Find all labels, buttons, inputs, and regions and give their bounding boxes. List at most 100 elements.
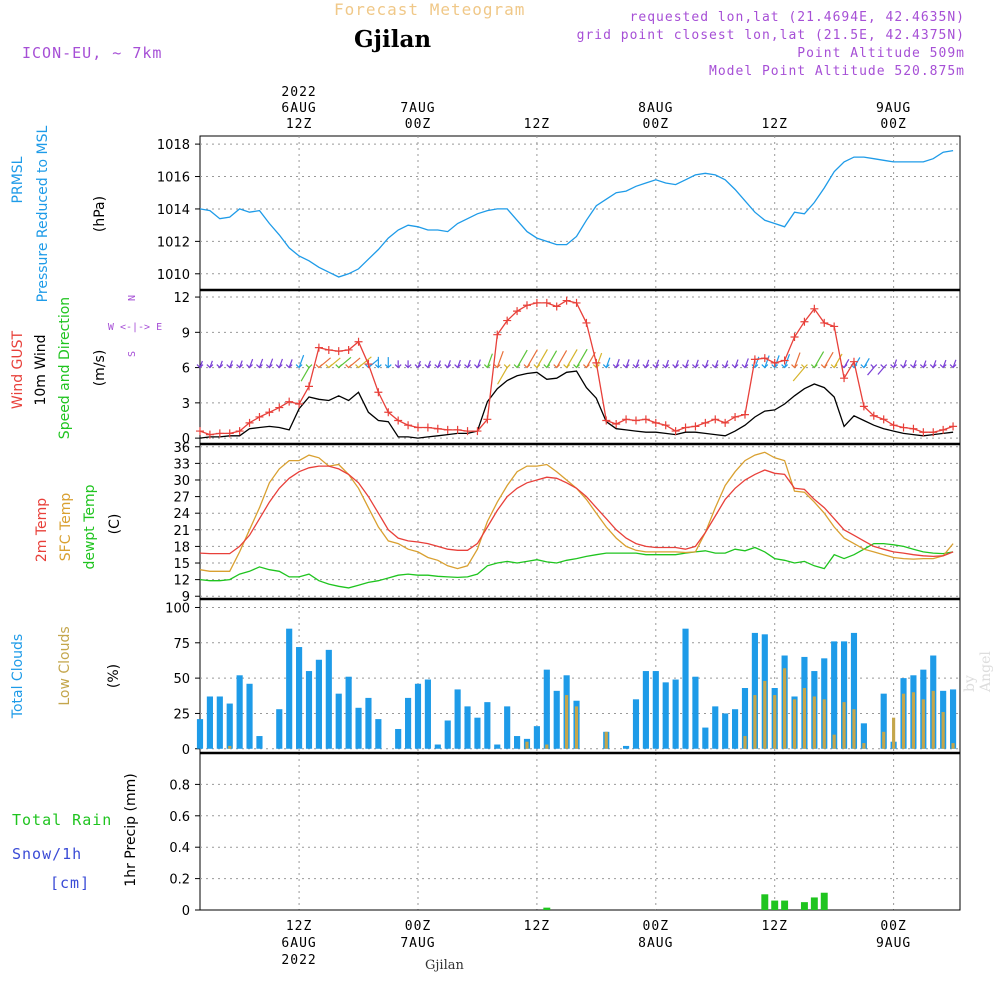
wind-arrow-head (781, 364, 789, 369)
wind-arrow-head (404, 364, 412, 369)
total-cloud-bar (216, 696, 223, 749)
total-cloud-bar (305, 671, 313, 749)
time-label-bottom: 9AUG (876, 936, 911, 951)
gust-marker (711, 415, 720, 424)
wind-barb (496, 350, 504, 368)
total-cloud-bar (444, 720, 451, 749)
wind-arrow-head (731, 364, 739, 369)
wind-arrow-head (900, 364, 907, 369)
wind-arrow-head (741, 364, 749, 369)
time-label-bottom: 12Z (286, 919, 312, 934)
compass-we: W <-|-> E (108, 322, 162, 333)
total-cloud-bar (474, 717, 481, 749)
wind-arrow-head (910, 364, 917, 369)
rain-bar (543, 907, 551, 910)
wind-arrow-head (483, 364, 491, 369)
wind-barb (556, 350, 568, 368)
gust-marker (324, 345, 333, 354)
total-cloud-bar (375, 719, 382, 749)
wind-arrow-head (295, 364, 303, 369)
gust-marker (602, 416, 611, 425)
gust-marker (869, 411, 878, 420)
low-cloud-bar (753, 695, 757, 749)
wind-arrow-head (801, 364, 808, 369)
ytick-label: 30 (173, 474, 190, 489)
wind-arrow-head (612, 364, 620, 369)
gust-marker (205, 430, 214, 439)
low-cloud-bar (574, 706, 579, 749)
total-cloud-bar (623, 745, 630, 749)
gust-marker (314, 343, 323, 352)
ytick-label: 15 (173, 557, 190, 572)
low-cloud-bar (901, 693, 906, 749)
gust-marker (889, 421, 898, 430)
wind-arrow-head (949, 364, 957, 369)
ylabel-total-rain: Total Rain (12, 811, 112, 829)
wind-arrow-head (474, 364, 481, 369)
gust-marker (295, 400, 304, 409)
total-cloud-bar (860, 723, 867, 749)
gust-marker (275, 403, 284, 412)
wind-arrow-head (523, 364, 531, 369)
wind-arrow-head (335, 364, 343, 369)
footer-location: Gjilan (425, 958, 464, 973)
total-cloud-bar (256, 736, 263, 749)
wind-barb (576, 348, 588, 368)
gust-marker (899, 423, 908, 432)
gust-marker (691, 422, 700, 431)
total-cloud-bar (286, 628, 293, 749)
compass-n: N (127, 295, 138, 301)
wind-arrow-head (206, 364, 214, 369)
wind-barb (605, 357, 611, 368)
gust-marker (503, 316, 512, 325)
wind-arrow-head (345, 364, 353, 369)
ytick-label: 21 (173, 524, 190, 539)
ytick-label: 3 (182, 397, 190, 412)
low-cloud-bar (832, 734, 836, 749)
ytick-label: 9 (182, 326, 190, 341)
wind-barb (793, 352, 801, 368)
gust-marker (939, 425, 948, 434)
time-label-bottom: 7AUG (400, 936, 435, 951)
gust-marker (552, 302, 561, 311)
total-cloud-bar (642, 671, 649, 749)
gust-marker (423, 423, 432, 432)
total-cloud-bar (850, 632, 858, 749)
wind-arrow-head (513, 364, 521, 369)
rain-bar (781, 900, 789, 910)
gust-marker (592, 358, 601, 367)
wind-arrow-head (810, 364, 818, 369)
rain-bar (800, 902, 808, 910)
wind-arrow-head (256, 364, 263, 369)
model-label: ICON-EU, ~ 7km (22, 44, 163, 62)
grid-point-coords: grid point closest lon,lat (21.5E, 42.43… (576, 28, 965, 43)
surface-temp-line (199, 451, 954, 572)
ylabel-c: (C) (107, 514, 123, 535)
ytick-label: 33 (173, 457, 190, 472)
low-cloud-bar (604, 731, 608, 749)
ylabel-snow: Snow/1h (12, 845, 82, 863)
ytick-label: 1014 (157, 203, 190, 218)
ylabel-precip: 1hr Precip (mm) (123, 773, 139, 886)
total-cloud-bar (206, 696, 213, 749)
gust-marker (354, 337, 363, 346)
point-altitude: Point Altitude 509m (797, 46, 965, 61)
time-label-top: 12Z (286, 117, 312, 132)
total-cloud-bar (365, 697, 372, 749)
total-cloud-bar (226, 703, 233, 749)
total-cloud-bar (315, 659, 322, 749)
low-cloud-bar (842, 702, 846, 749)
wind-arrow-head (216, 364, 224, 369)
ytick-label: 18 (173, 540, 190, 555)
total-cloud-bar (484, 702, 491, 749)
ylabel-cm: [cm] (50, 874, 90, 892)
wind-arrow-head (622, 364, 630, 369)
ytick-label: 0 (182, 432, 190, 447)
ytick-label: 36 (173, 441, 190, 456)
time-label-bottom: 00Z (405, 919, 431, 934)
wind-barb (813, 351, 825, 368)
total-cloud-bar (236, 675, 243, 749)
gust-marker (641, 415, 650, 424)
wind-arrow-head (771, 364, 779, 369)
low-cloud-bar (911, 692, 916, 749)
